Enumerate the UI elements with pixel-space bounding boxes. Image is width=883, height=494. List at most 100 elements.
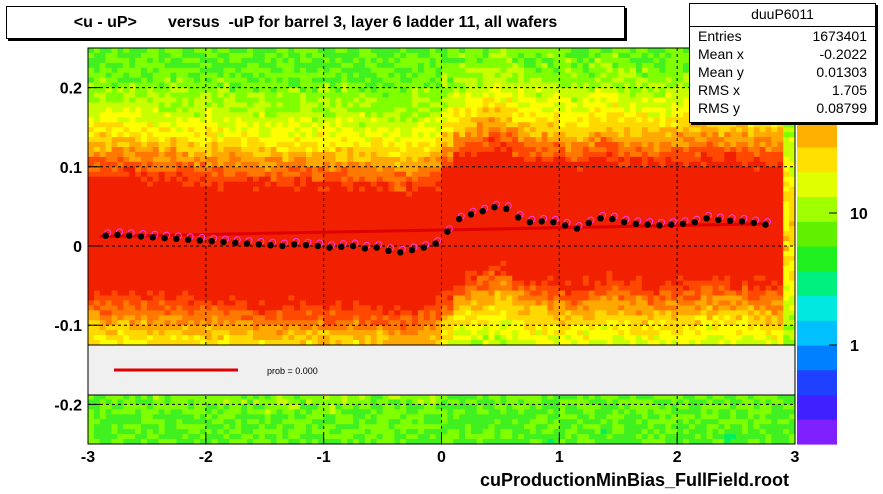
profile-point	[114, 231, 121, 239]
stats-row-rms-y: RMS y 0.08799	[698, 100, 867, 118]
stats-value: 0.01303	[816, 64, 867, 80]
profile-point	[279, 242, 286, 250]
stats-value: 0.08799	[816, 100, 867, 116]
x-tick-label: -2	[199, 449, 213, 466]
stats-row-mean-x: Mean x -0.2022	[698, 46, 867, 64]
profile-point	[668, 221, 675, 228]
profile-point	[137, 233, 145, 240]
y-axis-ticks: -0.2 -0.1 0 0.1 0.2	[54, 81, 100, 414]
profile-point	[420, 244, 427, 251]
profile-point	[185, 236, 192, 243]
profile-point	[703, 215, 710, 222]
profile-point	[503, 205, 510, 212]
profile-point	[762, 221, 769, 228]
profile-point	[526, 219, 534, 226]
stats-label: Mean x	[698, 46, 744, 62]
profile-point	[738, 218, 746, 225]
colorbar-segment	[797, 147, 837, 173]
file-name-label: cuProductionMinBias_FullField.root	[480, 470, 790, 490]
profile-points	[102, 200, 771, 256]
profile-point	[715, 216, 722, 224]
profile-point	[126, 232, 133, 239]
profile-point	[491, 204, 498, 211]
colorbar-segment	[797, 196, 837, 222]
profile-point	[232, 239, 239, 246]
fit-probability-label: prob = 0.000	[267, 366, 318, 376]
stats-name: duuP6011	[690, 6, 875, 27]
colorbar-segment	[797, 171, 837, 198]
profile-point	[196, 237, 204, 244]
profile-point	[397, 249, 404, 256]
colorbar-segment	[797, 295, 837, 321]
stats-value: 1673401	[812, 28, 867, 44]
profile-point	[750, 219, 757, 227]
stats-label: RMS y	[698, 100, 740, 116]
colorbar-segment	[797, 270, 837, 297]
y-tick-label: -0.1	[54, 318, 82, 335]
profile-point	[373, 244, 380, 251]
x-tick-label: 1	[555, 449, 564, 466]
colorbar-segment	[797, 246, 837, 272]
y-tick-label: 0	[73, 239, 82, 256]
profile-point	[161, 234, 168, 242]
profile-point	[620, 219, 628, 226]
fit-line	[99, 222, 766, 238]
profile-point	[314, 242, 321, 250]
profile-point	[467, 211, 475, 218]
profile-point	[408, 246, 416, 254]
x-axis-ticks: -3 -2 -1 0 1 2 3	[81, 434, 800, 466]
stats-row-entries: Entries 1673401	[698, 28, 867, 46]
stats-label: RMS x	[698, 82, 740, 98]
stats-value: -0.2022	[819, 46, 867, 62]
profile-point	[632, 220, 640, 227]
colorbar-segment	[797, 419, 837, 445]
plot-title-box: <u - uP> versus -uP for barrel 3, layer …	[6, 6, 625, 39]
profile-point	[349, 242, 357, 250]
x-tick-label: -1	[317, 449, 331, 466]
profile-point	[432, 240, 439, 247]
stats-label: Entries	[698, 28, 742, 44]
profile-point	[514, 214, 522, 221]
x-tick-label: 3	[791, 449, 800, 466]
stats-label: Mean y	[698, 64, 744, 80]
profile-point	[361, 245, 369, 252]
profile-point	[291, 241, 298, 248]
profile-point	[220, 238, 227, 246]
profile-point	[102, 232, 109, 239]
profile-point	[727, 217, 734, 224]
x-tick-label: 2	[673, 449, 682, 466]
colorbar-tick-label: 1	[850, 338, 859, 355]
profile-point	[585, 219, 592, 227]
colorbar-segment	[797, 345, 837, 371]
profile-point	[562, 222, 569, 229]
profile-point	[573, 225, 581, 232]
y-tick-label: -0.2	[54, 397, 82, 414]
profile-point	[644, 221, 651, 228]
profile-point	[385, 247, 392, 254]
profile-point	[679, 220, 687, 227]
stats-row-mean-y: Mean y 0.01303	[698, 64, 867, 82]
profile-point	[302, 242, 310, 249]
profile-point	[538, 218, 545, 225]
colorbar-tick-label: 10	[850, 206, 868, 223]
x-tick-label: -3	[81, 449, 95, 466]
fit-line-segment	[99, 222, 766, 238]
colorbar-segment	[797, 122, 837, 148]
colorbar-segment	[797, 394, 837, 420]
profile-point	[326, 244, 333, 251]
profile-point	[255, 241, 263, 248]
profile-point	[656, 222, 663, 229]
profile-point	[609, 215, 616, 223]
colorbar-segment	[797, 369, 837, 396]
y-tick-label: 0.1	[60, 160, 82, 177]
profile-point	[243, 240, 251, 247]
profile-point	[691, 219, 698, 226]
profile-point	[267, 242, 274, 249]
profile-point	[456, 215, 463, 223]
fit-legend-band: prob = 0.000	[87, 344, 796, 396]
colorbar-segment	[797, 221, 837, 247]
profile-point	[208, 238, 215, 245]
y-tick-label: 0.2	[60, 81, 82, 98]
x-tick-label: 0	[437, 449, 446, 466]
